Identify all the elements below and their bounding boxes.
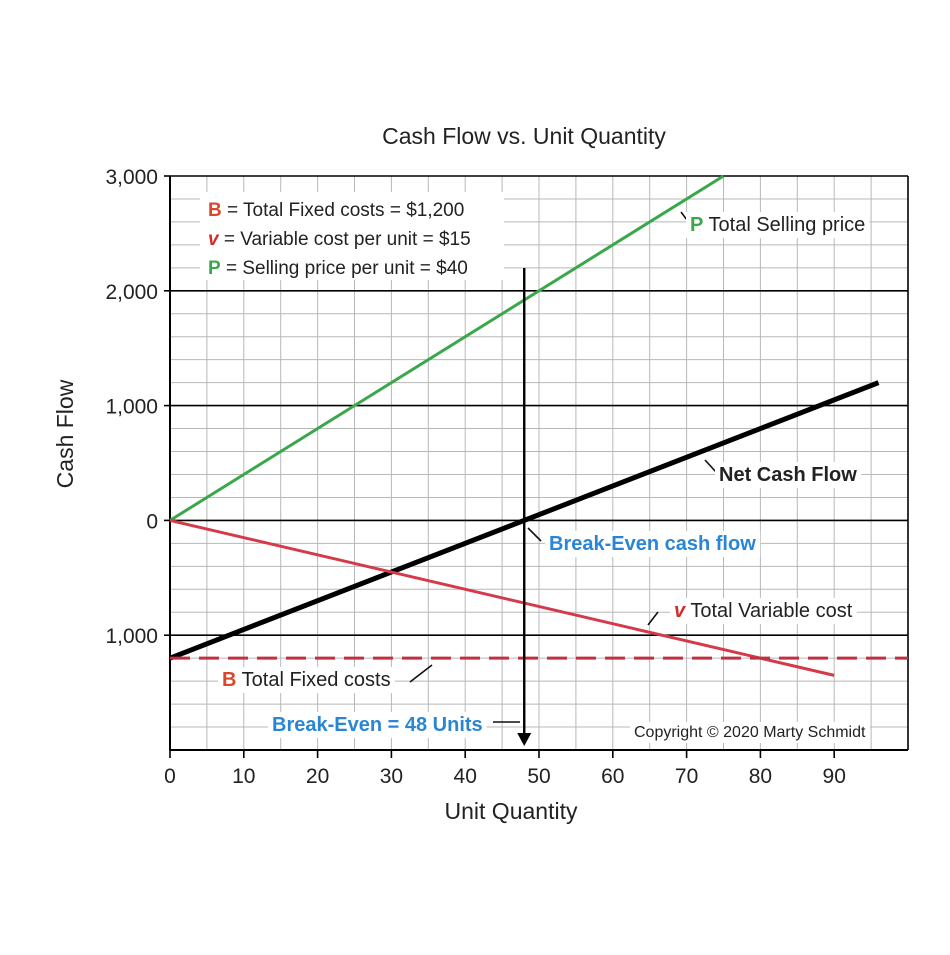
break-even-cash-flow-label-text: Break-Even cash flow [549,533,756,555]
break-even-cash-flow-label: Break-Even cash flow [545,531,761,557]
x-tick-label: 10 [232,765,255,788]
variable-cost-label-bg [670,598,857,624]
x-tick-label: 90 [823,765,846,788]
net-leader [704,459,717,473]
selling-price-label-text: P Total Selling price [690,214,865,236]
fixed-costs-label-bg [218,667,395,693]
y-tick-label: 2,000 [105,281,158,304]
selling-price-label: P Total Selling price [686,212,870,238]
fixed-symbol: B [222,669,236,691]
series-line-0 [169,174,725,522]
break-even-units-label-bg [268,712,487,738]
fixed-leader [409,664,433,683]
y-tick-label: 1,000 [105,396,158,419]
breakeven-point-leader [527,527,542,542]
legend-box [200,192,504,280]
break-even-cash-flow-label-bg [545,531,761,557]
x-tick-label: 30 [380,765,403,788]
axis-ticks: 3,000 2,000 1,000 0 1,000 0 10 20 30 40 50 60 70 80 90 [105,166,845,788]
variable-text: Total Variable cost [685,600,853,622]
x-tick-label: 40 [454,765,477,788]
copyright-label-text: Copyright © 2020 Marty Schmidt [634,724,866,741]
legend-text: = Variable cost per unit = $15 [219,229,471,250]
selling-text: Total Selling price [703,214,865,236]
x-tick-label: 60 [601,765,624,788]
copyright-label: Copyright © 2020 Marty Schmidt [630,722,870,743]
x-tick-label: 20 [306,765,329,788]
net-cash-flow-label-text: Net Cash Flow [719,464,857,486]
selling-price-label-bg [686,212,870,238]
y-tick-label: 3,000 [105,166,158,189]
y-axis-label: Cash Flow [52,379,78,488]
fixed-costs-label: B Total Fixed costs [218,667,395,693]
series-line-2 [169,518,835,677]
y-tick-label: 0 [146,510,158,533]
fixed-costs-label-text: B Total Fixed costs [222,669,391,691]
net-cash-flow-label-bg [715,462,862,488]
net-text: Net Cash Flow [719,464,857,486]
break-even-units-label-text: Break-Even = 48 Units [272,714,483,736]
x-tick-label: 0 [164,765,176,788]
fixed-text: Total Fixed costs [236,669,390,691]
chart-title: Cash Flow vs. Unit Quantity [382,123,666,149]
net-cash-flow-label: Net Cash Flow [715,462,862,488]
x-tick-label: 50 [527,765,550,788]
legend-item-2: P = Selling price per unit = $40 [208,258,468,279]
selling-symbol: P [690,214,703,236]
variable-leader [647,611,659,626]
variable-symbol: v [674,600,687,622]
breakeven-units-text: Break-Even = 48 Units [272,714,483,736]
legend-symbol: v [208,229,220,250]
y-tick-label: 1,000 [105,625,158,648]
legend-symbol: B [208,200,222,221]
copyright-label-bg [630,722,870,743]
copyright-text: Copyright © 2020 Marty Schmidt [634,724,866,741]
variable-cost-label-text: v Total Variable cost [674,600,853,622]
x-tick-label: 70 [675,765,698,788]
legend-item-0: B = Total Fixed costs = $1,200 [208,200,464,221]
break-even-units-label: Break-Even = 48 Units [268,712,487,738]
legend-text: = Selling price per unit = $40 [221,258,468,279]
legend-text: = Total Fixed costs = $1,200 [222,200,465,221]
legend-item-1: v = Variable cost per unit = $15 [208,229,471,250]
variable-cost-label: v Total Variable cost [670,598,857,624]
break-even-arrowhead [517,733,532,746]
legend-symbol: P [208,258,221,279]
x-axis-label: Unit Quantity [445,798,578,824]
annotations: P Total Selling price Net Cash Flow Break-… [218,211,870,746]
x-tick-label: 80 [749,765,772,788]
breakeven-point-text: Break-Even cash flow [549,533,756,555]
